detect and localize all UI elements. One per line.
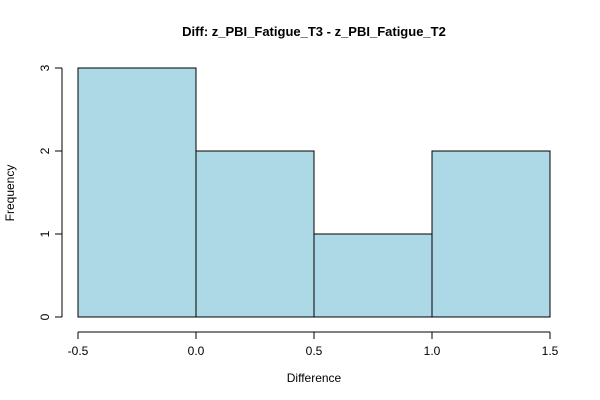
x-tick-label-5: 1.5	[542, 344, 559, 358]
x-axis: -0.5 0.0 0.5 1.0 1.5	[68, 331, 559, 358]
x-tick-label-4: 1.0	[424, 344, 441, 358]
histogram-bar-1	[77, 67, 197, 318]
y-axis: 0 1 2 3	[38, 64, 63, 320]
x-tick-label-2: 0.0	[188, 344, 205, 358]
histogram-bar-2	[195, 150, 315, 318]
chart-title: Diff: z_PBI_Fatigue_T3 - z_PBI_Fatigue_T…	[182, 24, 446, 39]
y-tick-label-4: 3	[38, 64, 52, 71]
x-axis-title: Difference	[287, 371, 342, 385]
x-tick-label-1: -0.5	[68, 344, 89, 358]
y-tick-label-2: 1	[38, 230, 52, 237]
histogram-bar-4	[431, 150, 551, 318]
x-tick-label-3: 0.5	[306, 344, 323, 358]
histogram-bar-3	[313, 233, 433, 318]
y-tick-label-3: 2	[38, 147, 52, 154]
y-axis-title: Frequency	[3, 165, 17, 222]
bars-group	[77, 67, 551, 318]
y-tick-label-1: 0	[38, 313, 52, 320]
